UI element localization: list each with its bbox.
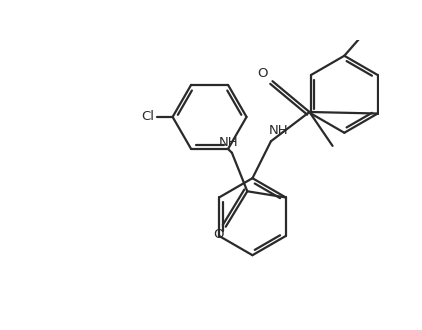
Text: O: O	[213, 228, 223, 241]
Text: NH: NH	[269, 124, 289, 137]
Text: O: O	[257, 67, 268, 80]
Text: NH: NH	[219, 136, 238, 148]
Text: Cl: Cl	[141, 111, 154, 123]
